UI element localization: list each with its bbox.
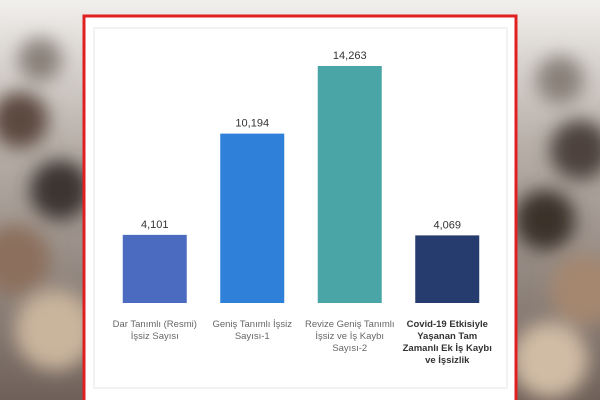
- bar: [122, 234, 187, 303]
- bar: [415, 235, 480, 303]
- value-label: 4,101: [141, 219, 169, 231]
- x-tick-label: Covid-19 Etkisiyle Yaşanan Tam Zamanlı Ek …: [403, 319, 492, 366]
- x-tick-label: Dar Tanımlı (Resmi) İşsiz Sayısı: [113, 319, 197, 342]
- frame: [82, 14, 518, 400]
- bar: [317, 66, 382, 303]
- value-label: 4,069: [433, 219, 461, 231]
- value-label: 14,263: [333, 50, 367, 62]
- x-tick-label: Revize Geniş Tanımlı İşsiz ve İş Kaybı Say…: [305, 319, 395, 354]
- crowd-blur: [0, 38, 600, 398]
- x-tick-label: Geniş Tanımlı İşsiz Sayısı-1: [212, 319, 292, 342]
- bar: [220, 133, 285, 303]
- plot-panel: [93, 27, 508, 389]
- value-label: 10,194: [235, 118, 269, 130]
